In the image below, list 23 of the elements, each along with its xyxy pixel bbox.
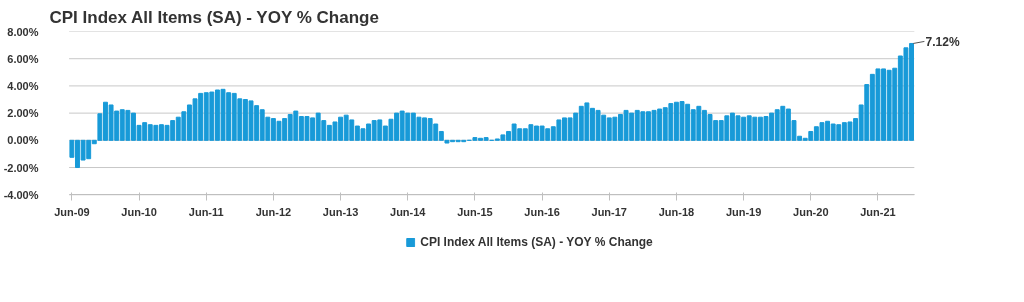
legend-label: CPI Index All Items (SA) - YOY % Change <box>420 235 653 249</box>
y-tick-label: 6.00% <box>7 52 39 65</box>
y-tick-label: -2.00% <box>3 161 39 174</box>
y-tick-label: 2.00% <box>7 107 39 120</box>
x-tick-label: Jun-14 <box>390 205 427 218</box>
x-tick-label: Jun-16 <box>524 205 560 218</box>
x-tick-label: Jun-12 <box>255 205 292 218</box>
x-tick-label: Jun-15 <box>457 205 493 218</box>
chart-title: CPI Index All Items (SA) - YOY % Change <box>49 7 379 27</box>
x-tick-label: Jun-21 <box>860 205 896 218</box>
x-tick-label: Jun-13 <box>322 205 359 218</box>
x-tick-label: Jun-18 <box>658 205 695 218</box>
text: 7.12% <box>925 35 960 50</box>
x-tick-label: Jun-19 <box>725 205 762 218</box>
x-tick-label: Jun-09 <box>54 205 90 218</box>
x-tick-label: Jun-17 <box>591 205 628 218</box>
x-tick-label: Jun-20 <box>793 205 829 218</box>
x-tick-label: Jun-11 <box>188 205 224 218</box>
y-tick-label: -4.00% <box>3 188 39 201</box>
y-tick-label: 4.00% <box>7 79 39 92</box>
y-tick-label: 0.00% <box>7 134 39 147</box>
x-tick-label: Jun-10 <box>121 205 157 218</box>
y-tick-label: 8.00% <box>7 25 39 38</box>
